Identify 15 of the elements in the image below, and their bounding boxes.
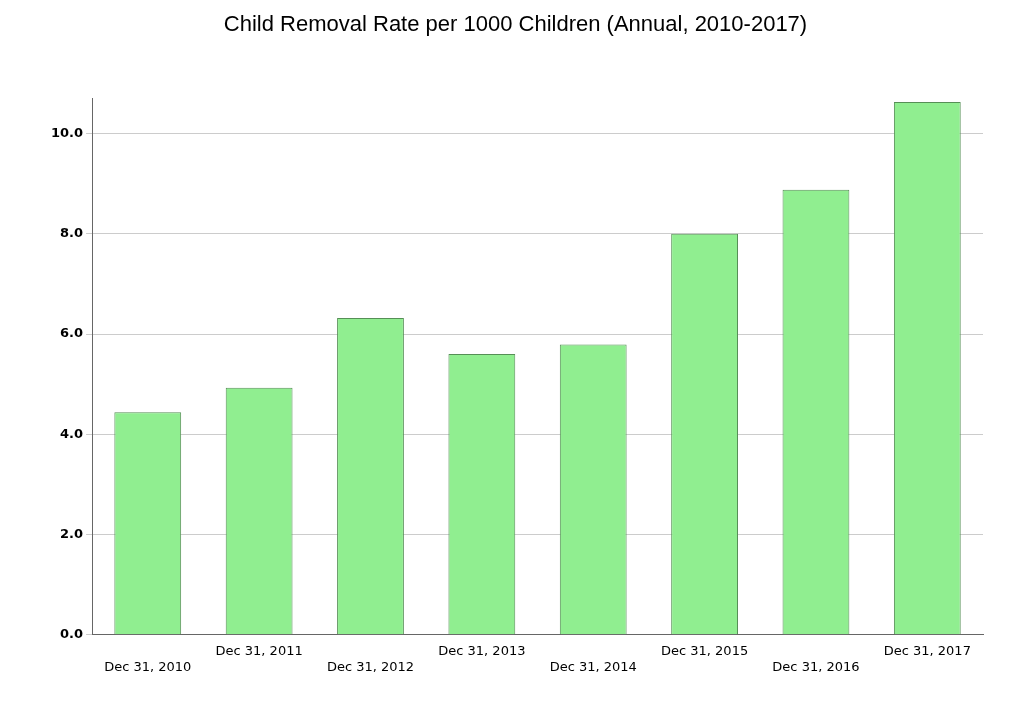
x-tick-label: Dec 31, 2011 xyxy=(215,642,303,658)
x-tick-label: Dec 31, 2010 xyxy=(104,658,192,674)
y-tick-label: 8.0 xyxy=(60,225,84,241)
x-tick-label: Dec 31, 2014 xyxy=(549,658,637,674)
x-tick-label: Dec 31, 2012 xyxy=(326,658,415,674)
chart-title: Child Removal Rate per 1000 Children (Annual, 2010-2017) xyxy=(223,11,808,37)
x-tick-label: Dec 31, 2017 xyxy=(883,642,971,658)
y-tick-label: 10.0 xyxy=(51,124,84,140)
x-tick-label: Dec 31, 2015 xyxy=(660,642,749,658)
y-tick-label: 4.0 xyxy=(60,425,84,441)
x-tick-label: Dec 31, 2016 xyxy=(772,658,860,674)
x-tick-label: Dec 31, 2013 xyxy=(438,642,526,658)
y-tick-label: 0.0 xyxy=(60,626,84,642)
y-tick-label: 6.0 xyxy=(60,325,84,341)
y-tick-label: 2.0 xyxy=(60,525,84,541)
